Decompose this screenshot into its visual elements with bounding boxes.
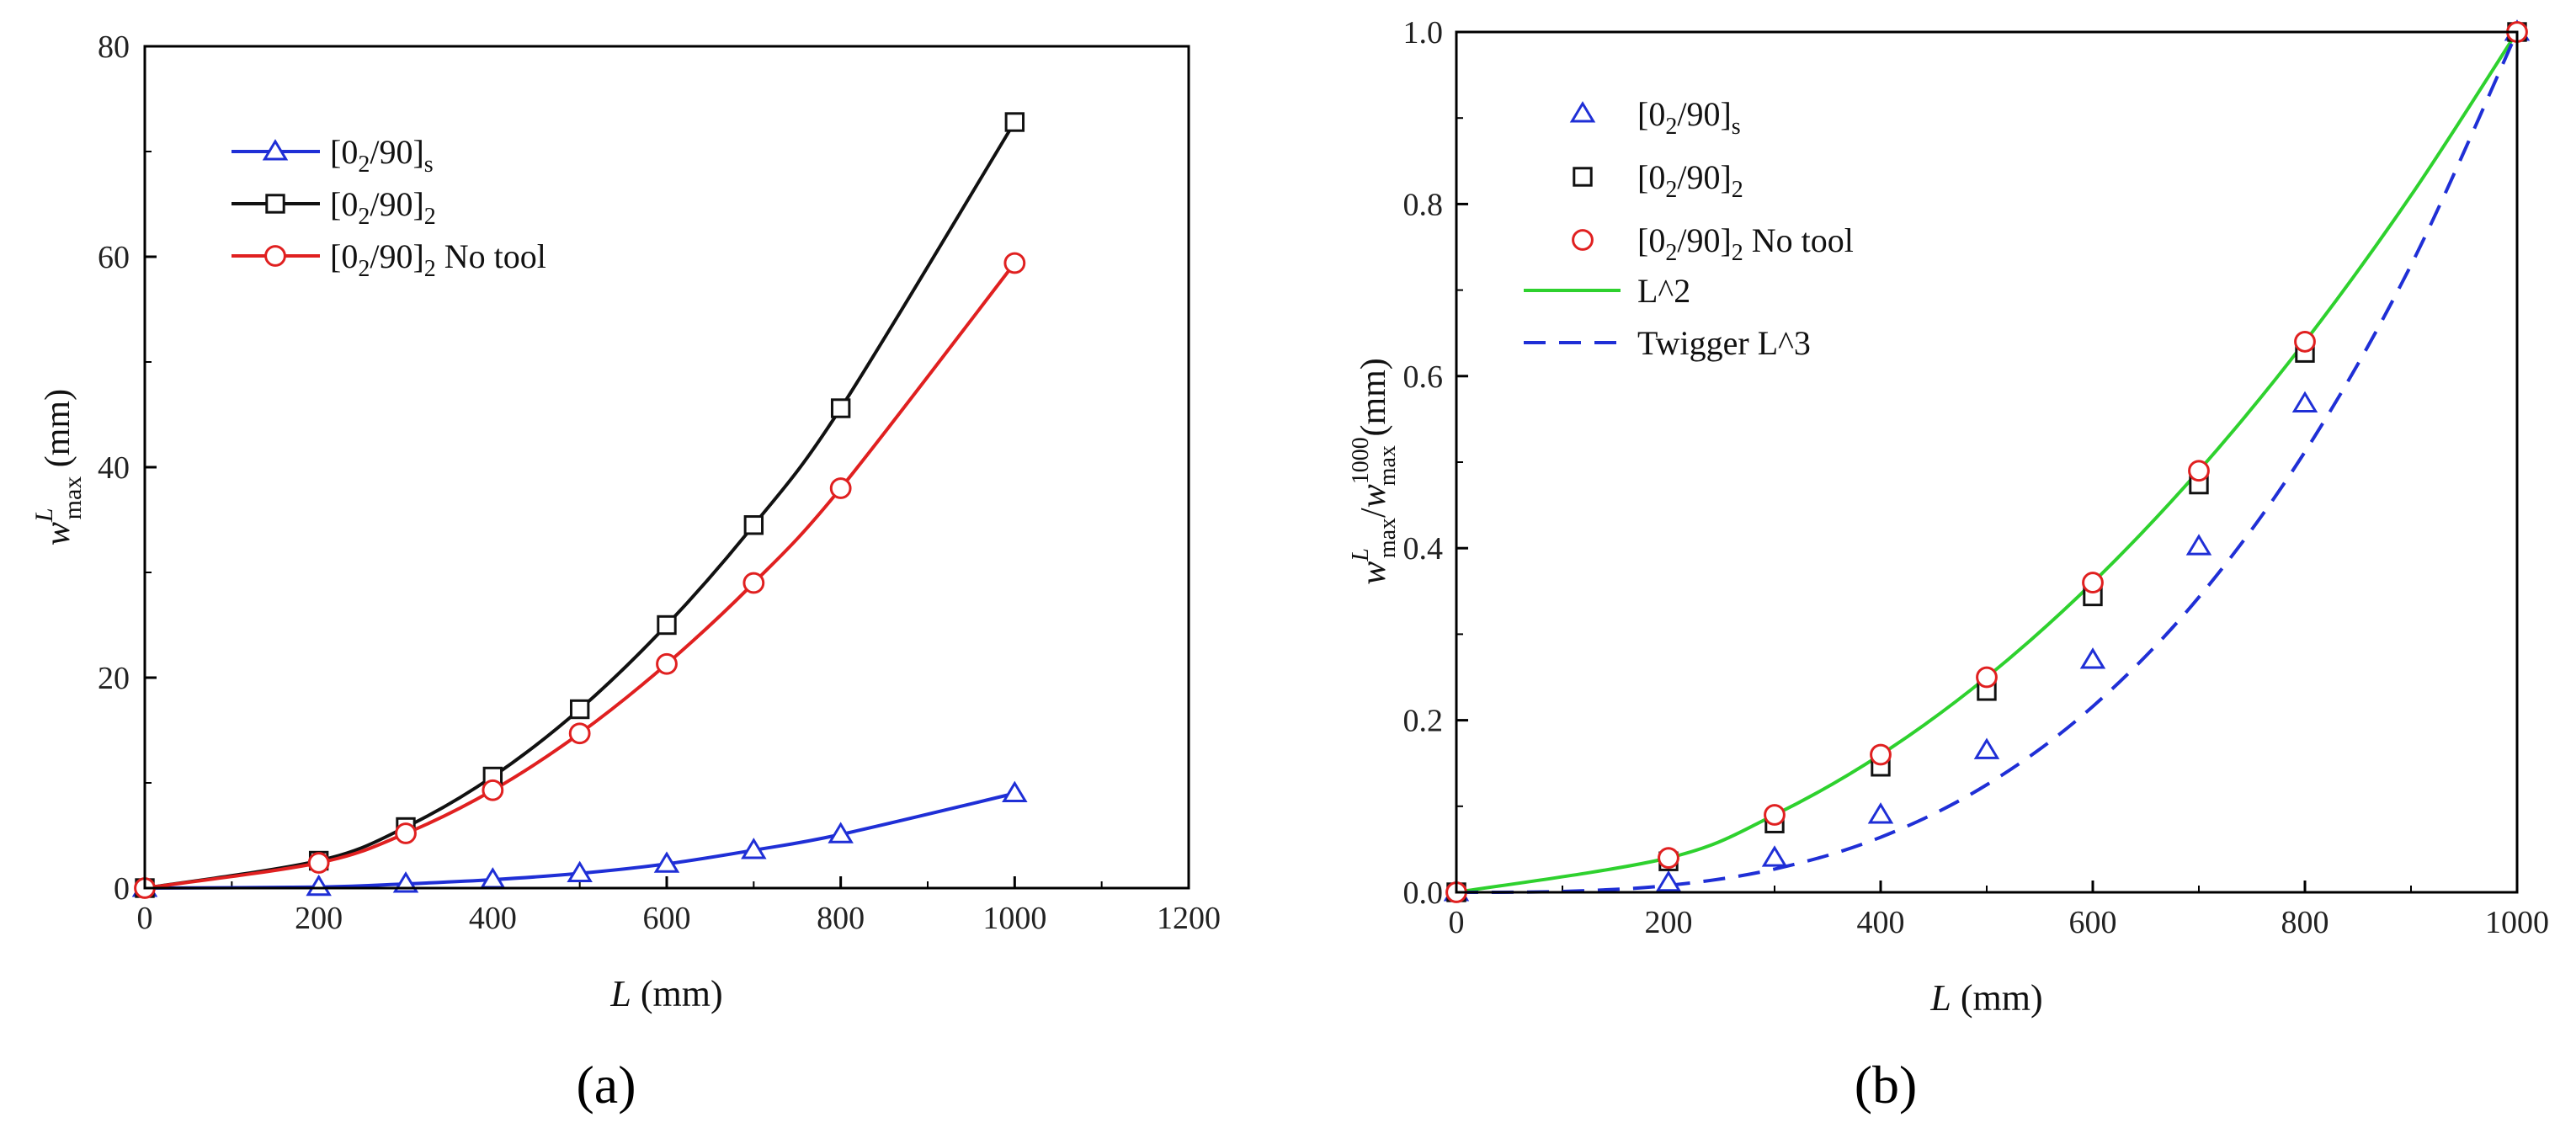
data-point-square [657,615,677,636]
panel-a-y-axis-label: wLmax (mm) [30,389,87,545]
x-tick-label: 200 [295,901,343,936]
x-tick-label: 800 [2281,905,2329,940]
y-tick-label: 0.2 [1403,704,1444,739]
legend-label: [02/90]2 No tool [1637,221,1854,266]
x-tick-label: 1000 [2485,905,2549,940]
y-tick-label: 60 [98,240,130,275]
data-point-circle [1870,743,1892,766]
panel-a-ticks: 0 200 400 600 800 1000 1200 0 20 40 60 80 [98,29,1221,936]
y-tick-label: 0.0 [1403,875,1444,911]
x-tick-label: 800 [817,901,865,936]
legend-label: [02/90]2 No tool [330,237,546,282]
legend-marker-square [1573,167,1593,187]
data-point-circle [829,477,852,499]
legend-marker-square [265,194,285,214]
data-point-square [1004,112,1025,132]
data-point-triangle [2291,391,2318,413]
y-tick-label: 1.0 [1403,15,1444,51]
data-point-circle [656,652,678,675]
panel-b: 0 200 400 600 800 1000 0.0 0.2 0.4 0.6 0.8 1.0 [02/… [1348,15,2549,1115]
data-point-triangle [741,838,767,859]
legend-label: [02/90]s [1637,95,1741,140]
data-point-circle [482,779,504,801]
data-point-triangle [2185,534,2212,556]
data-point-triangle [653,851,680,873]
x-tick-label: 1200 [1157,901,1221,936]
x-tick-label: 0 [1449,905,1465,940]
x-tick-label: 600 [643,901,691,936]
x-tick-label: 0 [137,901,153,936]
y-tick-label: 40 [98,450,130,486]
fit-curve-solid [1456,30,2519,894]
panel-b-legend: [02/90]s [02/90]2 [02/90]2 No tool L^2 Twigg… [1524,95,1854,362]
legend-label: L^2 [1637,272,1690,310]
panel-a-x-axis-label: L (mm) [609,973,722,1014]
legend-label: [02/90]s [330,133,434,178]
y-tick-label: 0 [114,871,130,907]
data-point-triangle [1867,802,1894,824]
data-point-circle [1003,252,1026,274]
panel-a-frame [143,45,1190,890]
y-tick-label: 0.8 [1403,187,1444,222]
panel-b-markers [1443,19,2531,903]
x-tick-label: 1000 [982,901,1046,936]
panel-b-curves [1456,30,2519,894]
data-point-square [569,699,590,720]
data-point-circle [2294,331,2316,353]
legend-label: [02/90]2 [330,185,436,230]
y-tick-label: 0.6 [1403,359,1444,395]
data-point-square [743,515,764,535]
data-point-circle [1764,804,1786,826]
data-point-triangle [1973,737,2000,759]
panel-a-markers [131,112,1028,899]
data-point-circle [1658,847,1679,870]
data-point-square [830,398,851,418]
panel-b-frame [1455,30,2519,894]
panel-b-ticks: 0 200 400 600 800 1000 0.0 0.2 0.4 0.6 0.8 1.0 [1403,15,2550,940]
data-point-triangle [567,860,593,882]
data-point-triangle [1002,780,1028,802]
legend-marker-triangle [1569,101,1596,123]
x-tick-label: 400 [1857,905,1905,940]
panel-a-legend: [02/90]s [02/90]2 [02/90]2 No tool [232,133,546,282]
data-point-circle [307,852,330,874]
legend-label: Twigger L^3 [1637,324,1811,362]
data-point-triangle [1655,870,1682,892]
data-point-triangle [306,874,332,897]
data-point-circle [568,722,591,745]
panel-b-y-axis-label: wLmax/w1000max (mm) [1348,358,1401,585]
legend-label: [02/90]2 [1637,158,1743,203]
series-line [144,120,1017,890]
data-point-triangle [2079,647,2106,669]
panel-a-caption: (a) [576,1055,636,1115]
data-point-circle [742,572,765,594]
series-line [144,262,1016,890]
fit-curve-dashed [1456,31,2519,894]
panel-b-caption: (b) [1855,1055,1918,1115]
data-point-circle [2188,460,2210,482]
data-point-circle [395,822,417,844]
data-point-triangle [828,822,854,843]
y-tick-label: 0.4 [1403,531,1444,567]
data-point-triangle [1761,845,1788,867]
x-tick-label: 600 [2069,905,2117,940]
legend-marker-circle [1572,229,1594,251]
panel-b-x-axis-label: L (mm) [1929,977,2042,1019]
panel-a-series-lines [144,120,1017,890]
y-tick-label: 80 [98,29,130,65]
legend-marker-triangle [262,139,289,161]
data-point-circle [1976,666,1998,689]
x-tick-label: 400 [469,901,517,936]
y-tick-label: 20 [98,661,130,696]
legend-marker-circle [264,245,286,267]
data-point-circle [2082,572,2104,593]
x-tick-label: 200 [1645,905,1693,940]
